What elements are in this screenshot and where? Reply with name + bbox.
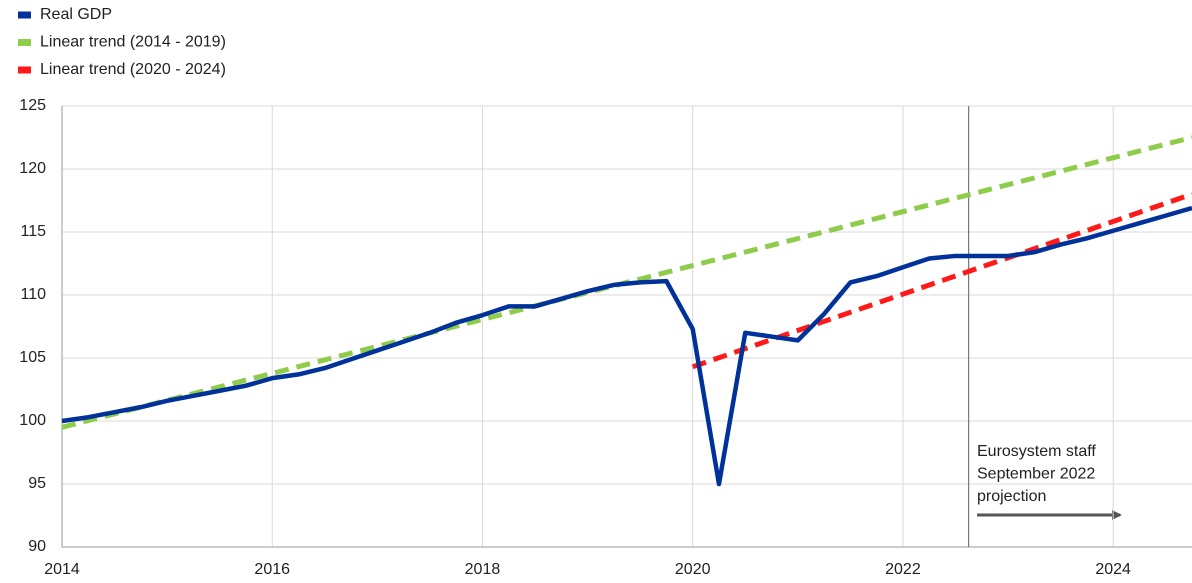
legend-swatch bbox=[18, 11, 31, 19]
y-tick-label: 100 bbox=[19, 412, 46, 429]
legend-label: Linear trend (2020 - 2024) bbox=[40, 61, 226, 78]
y-tick-label: 95 bbox=[28, 475, 46, 492]
legend-swatch bbox=[18, 66, 31, 74]
y-tick-label: 105 bbox=[19, 349, 46, 366]
x-tick-label: 2024 bbox=[1095, 561, 1131, 578]
x-tick-label: 2022 bbox=[885, 561, 921, 578]
annotation: projection bbox=[977, 488, 1046, 505]
y-tick-label: 115 bbox=[20, 223, 46, 240]
legend-swatch bbox=[18, 39, 31, 46]
line-series bbox=[691, 191, 1192, 370]
x-tick-label: 2016 bbox=[254, 561, 290, 578]
x-tick-label: 2018 bbox=[465, 561, 501, 578]
line-series bbox=[61, 205, 1192, 487]
legend-label: Real GDP bbox=[40, 6, 112, 23]
y-tick-label: 90 bbox=[28, 538, 46, 555]
legend-label: Linear trend (2014 - 2019) bbox=[40, 34, 226, 51]
x-tick-label: 2020 bbox=[675, 561, 711, 578]
annotation: September 2022 bbox=[977, 466, 1095, 483]
y-tick-label: 120 bbox=[19, 160, 46, 177]
x-tick-label: 2014 bbox=[44, 561, 80, 578]
y-tick-label: 125 bbox=[19, 97, 46, 114]
annotation: Eurosystem staff bbox=[977, 443, 1096, 460]
y-tick-label: 110 bbox=[20, 286, 46, 303]
